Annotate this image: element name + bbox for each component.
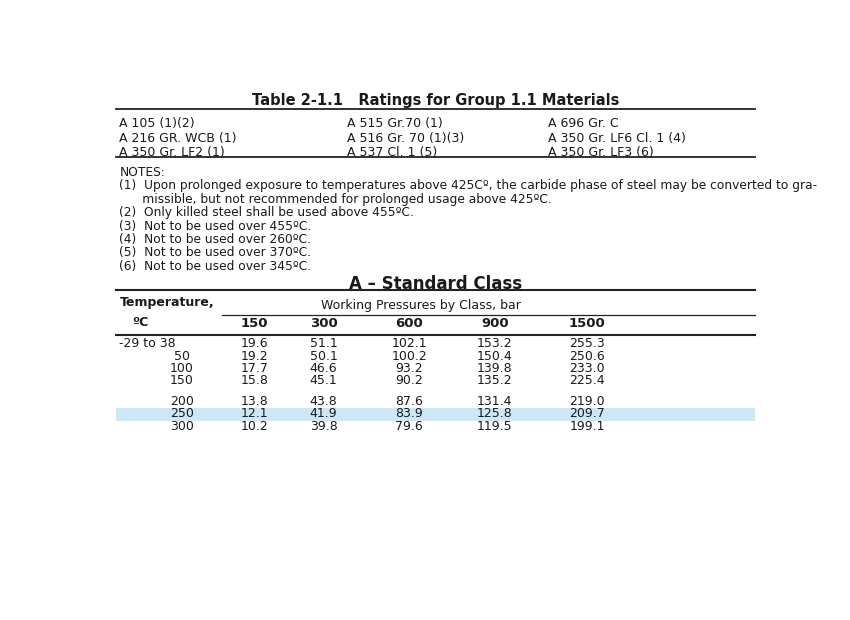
Text: 46.6: 46.6 [310, 362, 337, 375]
Text: 1500: 1500 [569, 317, 605, 330]
Text: 43.8: 43.8 [309, 395, 337, 408]
Text: 12.1: 12.1 [241, 407, 269, 420]
Text: 15.8: 15.8 [241, 374, 269, 388]
Text: Temperature,: Temperature, [119, 296, 214, 309]
Text: 100.2: 100.2 [391, 350, 428, 363]
Text: 199.1: 199.1 [570, 420, 605, 433]
Text: 79.6: 79.6 [395, 420, 423, 433]
Text: 150.4: 150.4 [477, 350, 513, 363]
Text: A 350 Gr. LF2 (1): A 350 Gr. LF2 (1) [119, 146, 225, 159]
Text: 300: 300 [170, 420, 194, 433]
Text: 102.1: 102.1 [392, 337, 427, 350]
Text: 200: 200 [170, 395, 194, 408]
Text: 209.7: 209.7 [570, 407, 605, 420]
Text: 125.8: 125.8 [477, 407, 513, 420]
Text: 87.6: 87.6 [395, 395, 423, 408]
Text: 150: 150 [170, 374, 194, 388]
Text: 139.8: 139.8 [477, 362, 513, 375]
Text: 83.9: 83.9 [395, 407, 423, 420]
Text: 300: 300 [309, 317, 337, 330]
Text: missible, but not recommended for prolonged usage above 425ºC.: missible, but not recommended for prolon… [119, 193, 552, 206]
Text: 51.1: 51.1 [309, 337, 337, 350]
Text: A 516 Gr. 70 (1)(3): A 516 Gr. 70 (1)(3) [347, 131, 464, 144]
Text: 219.0: 219.0 [570, 395, 605, 408]
Text: 600: 600 [395, 317, 423, 330]
Text: -29 to 38: -29 to 38 [119, 337, 176, 350]
Text: 50.1: 50.1 [309, 350, 337, 363]
Text: A 105 (1)(2): A 105 (1)(2) [119, 117, 195, 130]
Text: 153.2: 153.2 [477, 337, 513, 350]
Text: A 696 Gr. C: A 696 Gr. C [547, 117, 618, 130]
Text: 150: 150 [241, 317, 269, 330]
Text: A 350 Gr. LF3 (6): A 350 Gr. LF3 (6) [547, 146, 654, 159]
Text: A 350 Gr. LF6 Cl. 1 (4): A 350 Gr. LF6 Cl. 1 (4) [547, 131, 685, 144]
Text: 45.1: 45.1 [309, 374, 337, 388]
Text: 13.8: 13.8 [241, 395, 269, 408]
Text: ºC: ºC [133, 316, 149, 329]
Text: A 537 Cl. 1 (5): A 537 Cl. 1 (5) [347, 146, 437, 159]
Text: 250: 250 [170, 407, 194, 420]
Text: Table 2-1.1   Ratings for Group 1.1 Materials: Table 2-1.1 Ratings for Group 1.1 Materi… [252, 94, 620, 108]
Text: 10.2: 10.2 [241, 420, 269, 433]
Text: 19.6: 19.6 [241, 337, 269, 350]
Text: (4)  Not to be used over 260ºC.: (4) Not to be used over 260ºC. [119, 233, 311, 246]
Text: 41.9: 41.9 [310, 407, 337, 420]
Text: (5)  Not to be used over 370ºC.: (5) Not to be used over 370ºC. [119, 246, 312, 259]
Text: A 515 Gr.70 (1): A 515 Gr.70 (1) [347, 117, 443, 130]
Text: 250.6: 250.6 [570, 350, 605, 363]
Text: 135.2: 135.2 [477, 374, 513, 388]
Text: A – Standard Class: A – Standard Class [349, 275, 522, 293]
Text: A 216 GR. WCB (1): A 216 GR. WCB (1) [119, 131, 237, 144]
Text: Working Pressures by Class, bar: Working Pressures by Class, bar [320, 299, 521, 312]
Text: (1)  Upon prolonged exposure to temperatures above 425Cº, the carbide phase of s: (1) Upon prolonged exposure to temperatu… [119, 179, 818, 192]
Text: (2)  Only killed steel shall be used above 455ºC.: (2) Only killed steel shall be used abov… [119, 206, 414, 219]
Text: 93.2: 93.2 [395, 362, 423, 375]
Text: 131.4: 131.4 [477, 395, 513, 408]
Text: 90.2: 90.2 [395, 374, 423, 388]
Text: 100: 100 [170, 362, 194, 375]
Text: 900: 900 [481, 317, 508, 330]
Text: 225.4: 225.4 [570, 374, 605, 388]
Text: 233.0: 233.0 [570, 362, 605, 375]
Text: 17.7: 17.7 [241, 362, 269, 375]
FancyBboxPatch shape [116, 408, 755, 420]
Text: 255.3: 255.3 [570, 337, 605, 350]
Text: 119.5: 119.5 [477, 420, 513, 433]
Text: (3)  Not to be used over 455ºC.: (3) Not to be used over 455ºC. [119, 219, 312, 232]
Text: 50: 50 [174, 350, 190, 363]
Text: NOTES:: NOTES: [119, 166, 165, 179]
Text: (6)  Not to be used over 345ºC.: (6) Not to be used over 345ºC. [119, 260, 312, 273]
Text: 39.8: 39.8 [309, 420, 337, 433]
Text: 19.2: 19.2 [241, 350, 269, 363]
